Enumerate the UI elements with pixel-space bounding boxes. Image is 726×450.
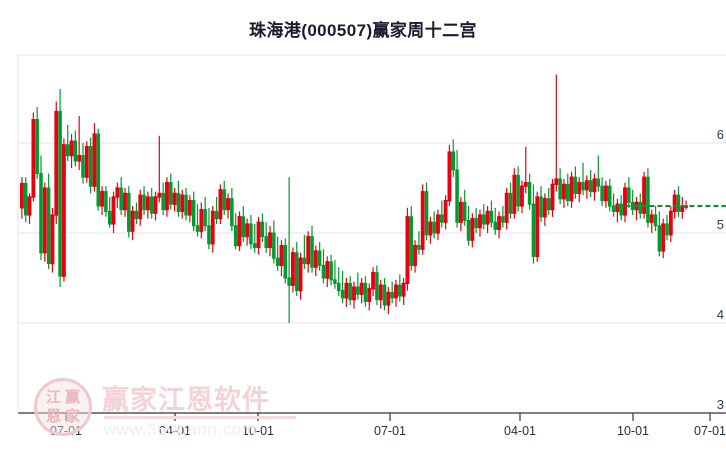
- x-axis-tick-label: 07-01: [374, 424, 406, 438]
- x-axis-tick-label: 10-01: [617, 424, 649, 438]
- gridlines: [18, 54, 726, 324]
- candlestick-series: [20, 74, 688, 323]
- x-axis-tick-label: 10-01: [242, 424, 274, 438]
- y-axis-tick-label: 3: [716, 397, 724, 412]
- y-axis-tick-label: 6: [716, 127, 724, 142]
- x-axis-ticks: [65, 413, 711, 421]
- page-title: 珠海港(000507)赢家周十二宫: [249, 21, 477, 40]
- x-axis-tick-label: 07-01: [50, 424, 82, 438]
- y-axis-tick-label: 4: [716, 307, 724, 322]
- x-axis-tick-label: 04-01: [159, 424, 191, 438]
- axis-lines: [17, 55, 726, 414]
- y-axis-tick-label: 5: [716, 217, 724, 232]
- x-axis-tick-label: 04-01: [504, 424, 536, 438]
- x-axis-tick-label: 07-01: [694, 424, 726, 438]
